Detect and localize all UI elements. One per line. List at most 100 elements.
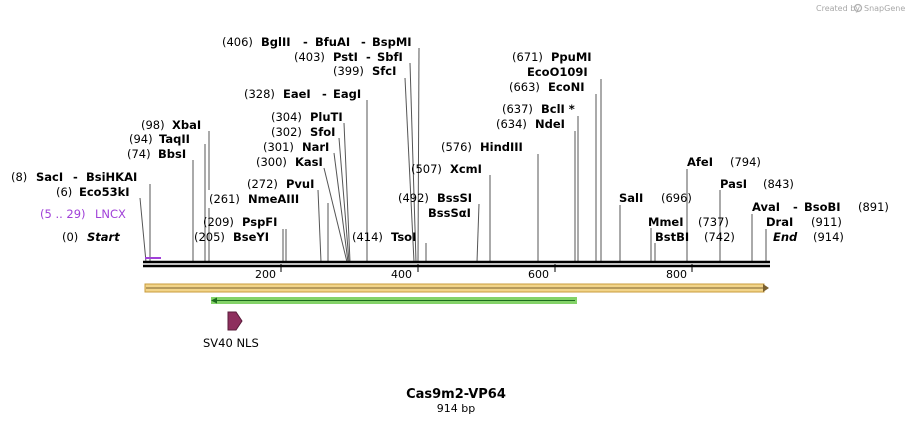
tick-800: 800 [666, 268, 687, 281]
ruler [280, 264, 693, 272]
credit-prefix: Created by [816, 4, 860, 13]
pasi-pos: (843) [763, 177, 794, 191]
nari-label[interactable]: NarI [302, 140, 329, 154]
ecoo109i-label[interactable]: EcoO109I [527, 65, 588, 79]
eaei-pos: (328) [244, 87, 275, 101]
xcmi-label[interactable]: XcmI [450, 162, 482, 176]
ppumi-label[interactable]: PpuMI [551, 50, 592, 64]
xcmi-pos: (507) [411, 162, 442, 176]
bbsi-label[interactable]: BbsI [158, 147, 186, 161]
pluti-pos: (304) [271, 110, 302, 124]
avai-label[interactable]: AvaI [752, 200, 780, 214]
kasi-label[interactable]: KasI [295, 155, 323, 169]
sbfi-label[interactable]: SbfI [377, 50, 403, 64]
tsoi-pos: (414) [352, 230, 383, 244]
afei-pos: (794) [730, 155, 761, 169]
lncx-pos: (5 .. 29) [40, 207, 86, 221]
ppumi-pos: (671) [512, 50, 543, 64]
pvui-label[interactable]: PvuI [286, 177, 314, 191]
mmei-label[interactable]: MmeI [648, 215, 684, 229]
dash-saci: - [73, 170, 78, 184]
saci-pos: (8) [11, 170, 27, 184]
eaei-label[interactable]: EaeI [283, 87, 311, 101]
tick-600: 600 [528, 268, 549, 281]
drai-pos: (911) [811, 215, 842, 229]
pspfi-pos: (209) [203, 215, 234, 229]
lncx-label[interactable]: LNCX [95, 207, 126, 221]
pluti-label[interactable]: PluTI [310, 110, 343, 124]
avai-pos: (891) [858, 200, 889, 214]
sfoi-label[interactable]: SfoI [310, 125, 335, 139]
bstbi-label[interactable]: BstBI [655, 230, 689, 244]
end-label: End [773, 230, 798, 244]
drai-label[interactable]: DraI [766, 215, 793, 229]
saci-label[interactable]: SacI [36, 170, 63, 184]
sfci-label[interactable]: SfcI [372, 64, 396, 78]
sali-pos: (696) [661, 191, 692, 205]
ndei-pos: (634) [496, 117, 527, 131]
start-label: Start [87, 230, 120, 244]
sali-label[interactable]: SalI [619, 191, 643, 205]
dash-bglii: - [303, 35, 308, 49]
snapgene-logo-icon [853, 3, 863, 13]
tick-400: 400 [391, 268, 412, 281]
bstbi-pos: (742) [704, 230, 735, 244]
start-pos: (0) [62, 230, 78, 244]
bfuai-label[interactable]: BfuAI [315, 35, 350, 49]
eagi-label[interactable]: EagI [333, 87, 361, 101]
map-title: Cas9m2-VP64 [406, 387, 506, 402]
taqii-pos: (94) [129, 132, 153, 146]
dash-eaei: - [322, 87, 327, 101]
pspfi-label[interactable]: PspFI [242, 215, 277, 229]
afei-label[interactable]: AfeI [687, 155, 713, 169]
psti-label[interactable]: PstI [333, 50, 358, 64]
sfci-pos: (399) [333, 64, 364, 78]
map-length: 914 bp [437, 402, 475, 415]
tick-200: 200 [255, 268, 276, 281]
bsssi-label[interactable]: BssSI [437, 191, 472, 205]
eco53ki-pos: (6) [56, 185, 72, 199]
bseyi-label[interactable]: BseYI [233, 230, 269, 244]
dash-psti: - [366, 50, 371, 64]
sfoi-pos: (302) [271, 125, 302, 139]
xbai-label[interactable]: XbaI [172, 118, 201, 132]
kasi-pos: (300) [256, 155, 287, 169]
sv40-nls-arrow[interactable] [227, 311, 243, 331]
nmeaiii-pos: (261) [209, 192, 240, 206]
dna-backbone [143, 260, 770, 268]
dash-avai: - [793, 200, 798, 214]
bcli-label[interactable]: BclI * [541, 102, 575, 116]
nmeaiii-label[interactable]: NmeAIII [248, 192, 299, 206]
bglii-pos: (406) [222, 35, 253, 49]
bspmi-label[interactable]: BspMI [372, 35, 412, 49]
pvui-pos: (272) [247, 177, 278, 191]
cut-lines [139, 47, 767, 263]
dash-bfuai: - [361, 35, 366, 49]
bsssai-label[interactable]: BssSαI [428, 206, 471, 220]
bsobi-label[interactable]: BsoBI [804, 200, 841, 214]
bsssi-pos: (492) [398, 191, 429, 205]
sv40-nls-label: SV40 NLS [203, 336, 259, 350]
nari-pos: (301) [263, 140, 294, 154]
taqii-label[interactable]: TaqII [159, 132, 190, 146]
mmei-pos: (737) [698, 215, 729, 229]
psti-pos: (403) [294, 50, 325, 64]
econi-label[interactable]: EcoNI [548, 80, 584, 94]
hindiii-label[interactable]: HindIII [480, 140, 523, 154]
bsihkai-label[interactable]: BsiHKAI [86, 170, 137, 184]
tsoi-label[interactable]: TsoI [391, 230, 416, 244]
end-pos: (914) [813, 230, 844, 244]
bseyi-pos: (205) [194, 230, 225, 244]
bcli-pos: (637) [502, 102, 533, 116]
bglii-label[interactable]: BglII [261, 35, 291, 49]
credit-brand: SnapGene [864, 4, 905, 13]
eco53ki-label[interactable]: Eco53kI [79, 185, 130, 199]
pasi-label[interactable]: PasI [720, 177, 747, 191]
orf-band[interactable] [144, 283, 769, 293]
ndei-label[interactable]: NdeI [535, 117, 565, 131]
hindiii-pos: (576) [441, 140, 472, 154]
xbai-pos: (98) [141, 118, 165, 132]
green-orf[interactable] [211, 297, 577, 304]
bbsi-pos: (74) [127, 147, 151, 161]
